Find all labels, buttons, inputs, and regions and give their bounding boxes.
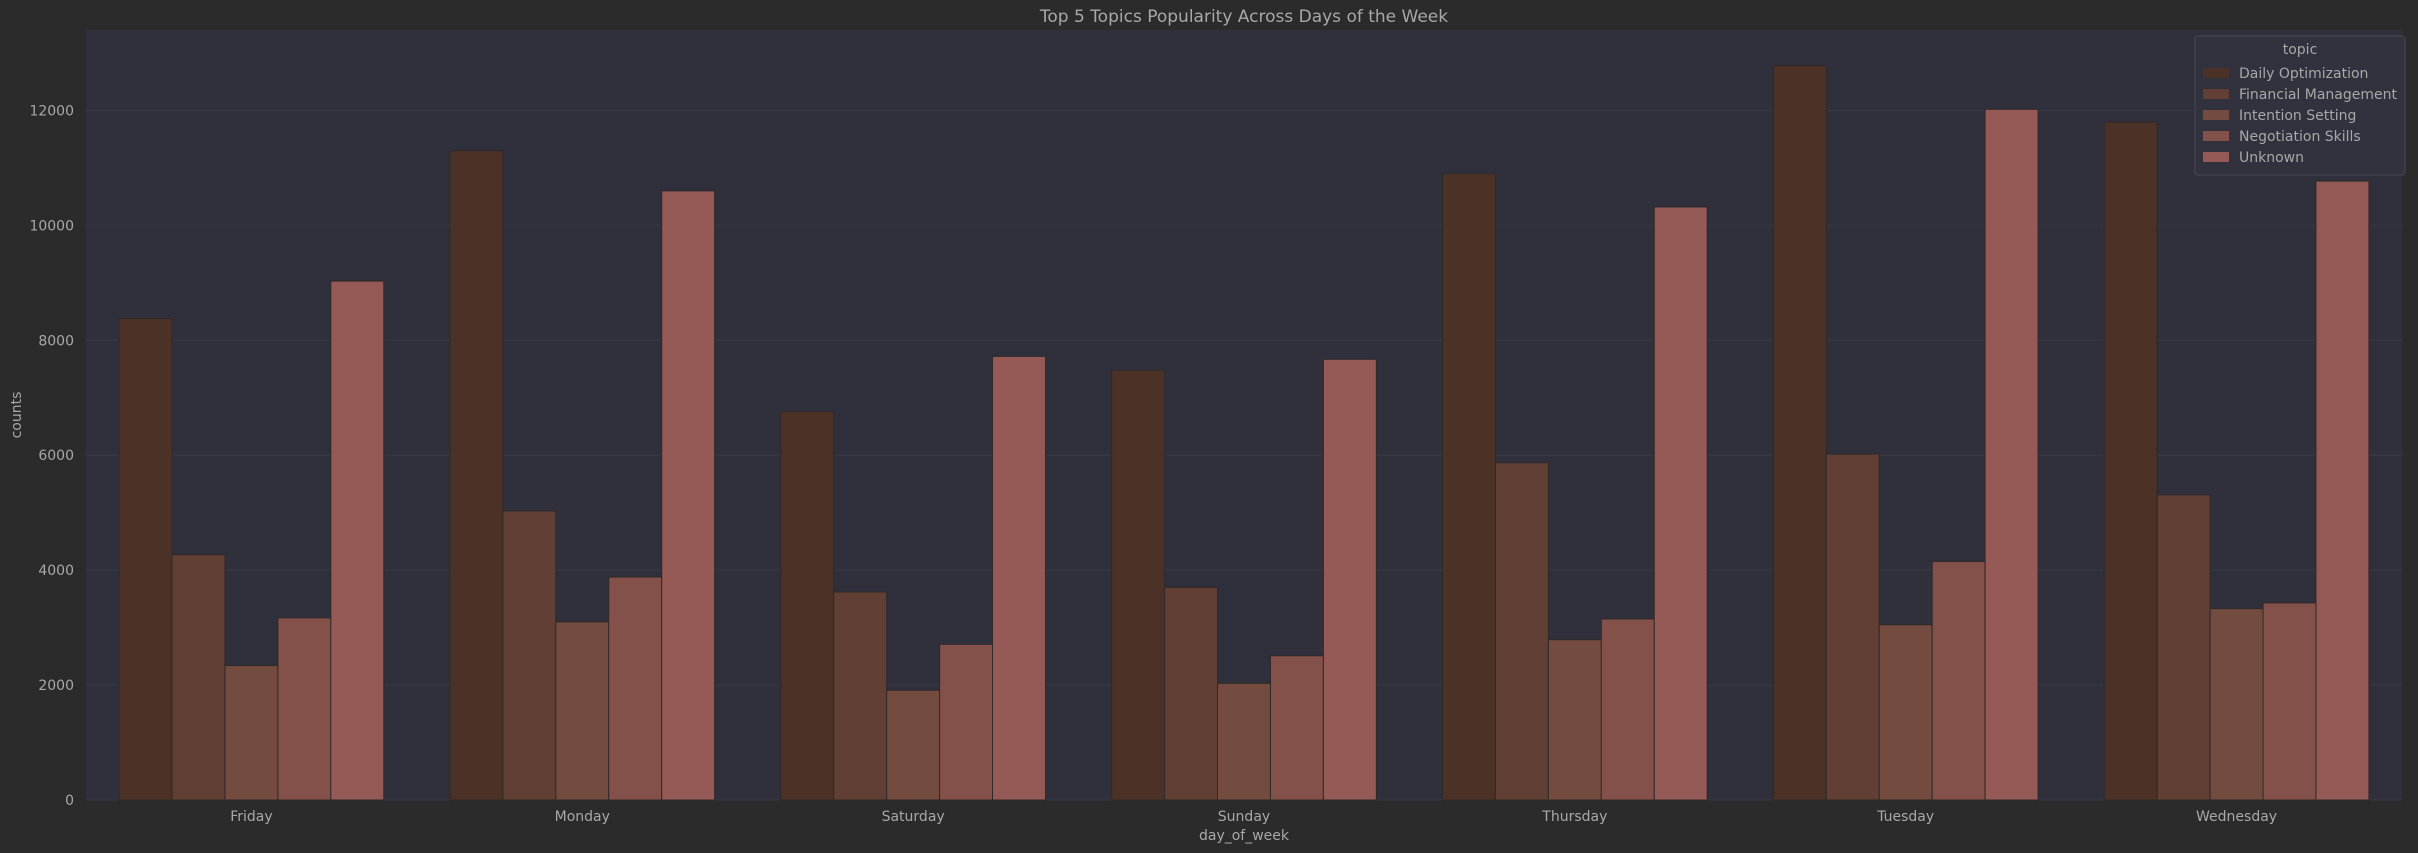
x-tick-label: Sunday bbox=[1218, 809, 1270, 825]
y-tick-labels: 0 2000 4000 6000 8000 10000 12000 bbox=[29, 103, 74, 809]
bar bbox=[1878, 624, 1933, 801]
legend-box bbox=[2194, 35, 2406, 176]
bar bbox=[277, 617, 332, 801]
bar bbox=[1494, 462, 1549, 801]
bar bbox=[1547, 639, 1602, 801]
bar bbox=[118, 317, 173, 801]
y-tick-label: 6000 bbox=[38, 448, 74, 464]
bar bbox=[1653, 206, 1708, 801]
legend-label: Negotiation Skills bbox=[2239, 129, 2361, 145]
chart-title: Top 5 Topics Popularity Across Days of t… bbox=[1039, 7, 1448, 27]
bar bbox=[992, 355, 1046, 801]
x-tick-label: Saturday bbox=[882, 809, 945, 825]
legend-swatch bbox=[2203, 89, 2229, 99]
bar bbox=[608, 576, 663, 801]
bar bbox=[661, 190, 716, 801]
bar bbox=[1931, 561, 1986, 801]
legend-label: Financial Management bbox=[2239, 87, 2397, 103]
y-tick-label: 8000 bbox=[38, 333, 74, 349]
legend-label: Intention Setting bbox=[2239, 108, 2356, 124]
bar bbox=[939, 643, 994, 801]
x-tick-label: Wednesday bbox=[2196, 809, 2277, 825]
y-axis-label: counts bbox=[9, 392, 25, 439]
x-tick-labels: Friday Monday Saturday Sunday Thursday Tuesda… bbox=[230, 809, 2277, 825]
bar bbox=[2103, 121, 2158, 801]
bar bbox=[1600, 618, 1655, 801]
y-tick-label: 0 bbox=[65, 793, 74, 809]
x-tick-label: Tuesday bbox=[1876, 809, 1934, 825]
x-tick-label: Monday bbox=[555, 809, 610, 825]
bar bbox=[2262, 602, 2317, 801]
legend-label: Unknown bbox=[2239, 150, 2304, 166]
bar bbox=[1217, 682, 1271, 801]
legend-swatch bbox=[2203, 131, 2229, 141]
x-axis-label: day_of_week bbox=[1199, 828, 1290, 844]
y-tick-label: 10000 bbox=[29, 218, 74, 234]
legend-label: Daily Optimization bbox=[2239, 66, 2368, 82]
bar bbox=[555, 621, 610, 801]
bar bbox=[2156, 494, 2211, 801]
bar bbox=[1322, 358, 1377, 801]
bar bbox=[1269, 655, 1324, 801]
bar bbox=[502, 510, 557, 801]
legend-swatch bbox=[2203, 152, 2229, 162]
bar bbox=[449, 150, 504, 801]
bar bbox=[1825, 453, 1880, 801]
legend-swatch bbox=[2203, 110, 2229, 120]
bar bbox=[224, 665, 279, 801]
bar bbox=[886, 689, 941, 801]
bar bbox=[1164, 586, 1219, 801]
bar bbox=[1772, 65, 1827, 801]
legend-swatch bbox=[2203, 68, 2229, 78]
bars bbox=[118, 65, 2370, 801]
bar bbox=[2315, 180, 2370, 801]
bar bbox=[1111, 369, 1166, 801]
bar bbox=[833, 591, 888, 801]
y-tick-label: 2000 bbox=[38, 678, 74, 694]
legend: topic Daily Optimization Financial Manage… bbox=[2194, 35, 2406, 176]
bar bbox=[330, 280, 385, 801]
bar bbox=[171, 554, 226, 801]
bar bbox=[1984, 108, 2039, 801]
legend-items: Daily Optimization Financial Management In… bbox=[2203, 66, 2397, 166]
y-tick-label: 12000 bbox=[29, 103, 74, 119]
bar bbox=[1442, 173, 1496, 801]
x-tick-label: Friday bbox=[230, 809, 272, 825]
x-tick-label: Thursday bbox=[1541, 809, 1607, 825]
y-tick-label: 4000 bbox=[38, 563, 74, 579]
bar bbox=[2209, 608, 2264, 801]
legend-title: topic bbox=[2283, 42, 2318, 58]
bar bbox=[780, 411, 835, 801]
